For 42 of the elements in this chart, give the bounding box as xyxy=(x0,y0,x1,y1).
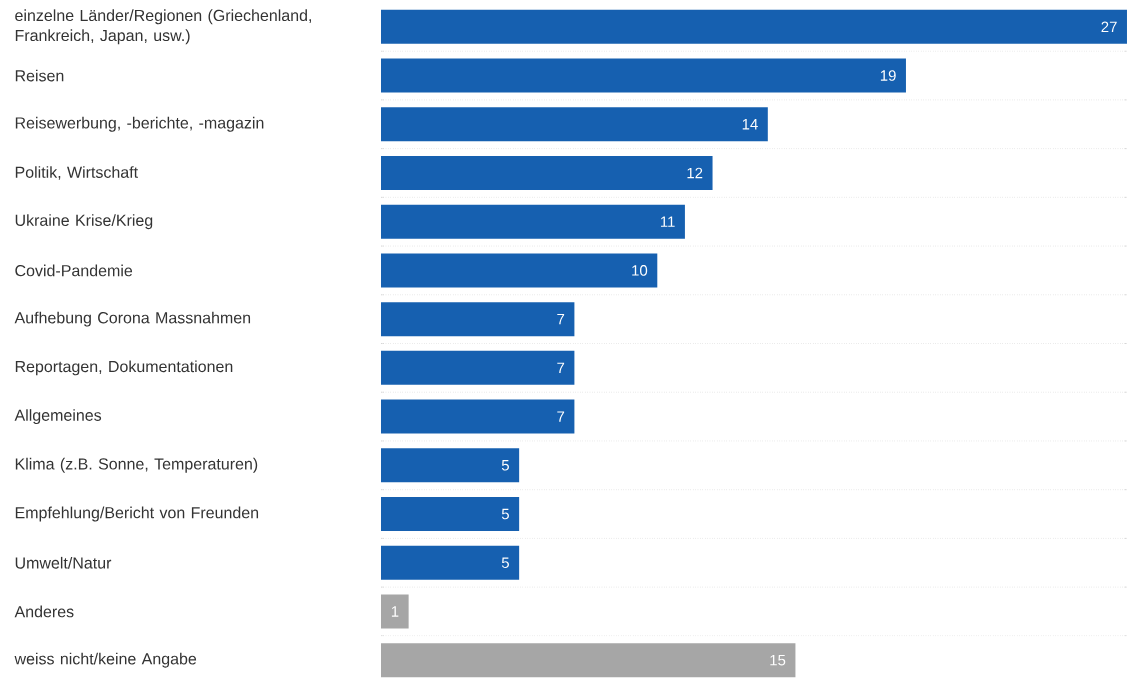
y-tick-label: Allgemeines xyxy=(14,409,102,425)
y-tick-label: Ukraine Krise/Krieg xyxy=(15,214,153,230)
bar xyxy=(381,9,1127,44)
data-label: 7 xyxy=(557,411,565,422)
bar xyxy=(381,350,575,385)
bar xyxy=(381,155,713,190)
data-label: 5 xyxy=(501,557,509,568)
data-label: 7 xyxy=(557,362,565,374)
bar xyxy=(381,399,575,434)
data-label: 10 xyxy=(632,265,648,276)
y-tick-label: Reportagen, Dokumentationen xyxy=(15,360,233,376)
data-label: 15 xyxy=(770,654,786,666)
data-label: 12 xyxy=(687,167,703,179)
bar xyxy=(381,448,520,483)
data-label: 5 xyxy=(501,508,509,520)
bar xyxy=(381,643,796,678)
bar xyxy=(381,594,409,629)
bar xyxy=(381,302,575,337)
y-tick-label: einzelne Länder/Regionen (Griechenland, Frankreich, Japan, usw.) xyxy=(15,9,311,45)
data-label: 5 xyxy=(501,460,509,471)
data-label: 19 xyxy=(880,70,896,81)
data-label: 7 xyxy=(557,313,565,325)
y-tick-label: Reisen xyxy=(15,69,64,82)
data-label: 11 xyxy=(660,216,675,227)
y-tick-label: Reisewerbung, -berichte, -magazin xyxy=(15,116,264,132)
bar xyxy=(381,58,906,93)
y-tick-label: Empfehlung/Bericht von Freunden xyxy=(15,506,259,522)
bar xyxy=(381,253,658,288)
bar xyxy=(381,497,520,532)
data-label: 1 xyxy=(391,606,399,617)
data-label: 27 xyxy=(1101,21,1117,33)
bar xyxy=(381,204,685,239)
y-tick-label: Politik, Wirtschaft xyxy=(15,166,138,180)
bar xyxy=(381,545,520,580)
y-tick-label: weiss nicht/keine Angabe xyxy=(14,652,197,668)
y-tick-label: Aufhebung Corona Massnahmen xyxy=(14,311,251,327)
y-tick-label: Klima (z.B. Sonne, Temperaturen) xyxy=(15,457,258,473)
y-tick-label: Anderes xyxy=(14,605,74,618)
bar xyxy=(381,107,768,142)
data-label: 14 xyxy=(742,119,758,130)
y-tick-label: Umwelt/Natur xyxy=(15,556,112,569)
y-tick-label: Covid-Pandemie xyxy=(15,264,133,277)
